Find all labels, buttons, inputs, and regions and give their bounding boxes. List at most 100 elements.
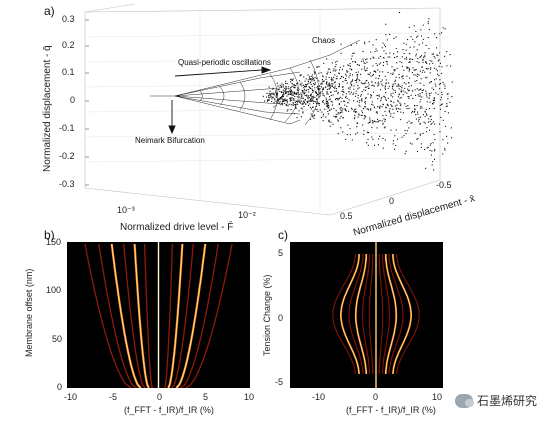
- scatter-point: [319, 91, 321, 93]
- scatter-point: [363, 62, 365, 64]
- scatter-point: [363, 115, 365, 117]
- scatter-point: [437, 93, 439, 95]
- scatter-point: [367, 93, 369, 95]
- scatter-point: [422, 38, 424, 40]
- scatter-point: [446, 65, 448, 67]
- scatter-point: [293, 86, 295, 88]
- scatter-point: [319, 85, 321, 87]
- scatter-point: [307, 101, 309, 103]
- scatter-point: [273, 102, 275, 104]
- scatter-point: [275, 96, 277, 98]
- scatter-point: [408, 89, 410, 91]
- scatter-point: [373, 120, 375, 122]
- scatter-point: [430, 68, 432, 70]
- scatter-point: [390, 95, 392, 97]
- scatter-point: [290, 81, 292, 83]
- scatter-point: [281, 85, 283, 87]
- scatter-point: [322, 75, 324, 77]
- scatter-point: [275, 89, 277, 91]
- scatter-point: [441, 94, 443, 96]
- scatter-point: [407, 67, 409, 69]
- scatter-point: [329, 109, 331, 111]
- scatter-point: [434, 79, 436, 81]
- scatter-point: [391, 85, 393, 87]
- scatter-point: [425, 92, 427, 94]
- scatter-point: [279, 86, 281, 88]
- scatter-point: [289, 93, 291, 95]
- scatter-point: [426, 147, 428, 149]
- scatter-point: [411, 122, 413, 124]
- scatter-point: [382, 71, 384, 73]
- scatter-point: [375, 77, 377, 79]
- scatter-point: [395, 91, 397, 93]
- scatter-point: [382, 123, 384, 125]
- scatter-point: [447, 112, 449, 114]
- scatter-point: [364, 116, 366, 118]
- scatter-point: [308, 91, 310, 93]
- scatter-point: [376, 111, 378, 113]
- scatter-point: [282, 95, 284, 97]
- scatter-point: [299, 101, 301, 103]
- scatter-point: [371, 85, 373, 87]
- scatter-point: [304, 85, 306, 87]
- scatter-point: [358, 104, 360, 106]
- scatter-point: [380, 62, 382, 64]
- panel-a-y-tick: -0.3: [59, 179, 75, 189]
- scatter-point: [368, 109, 370, 111]
- scatter-point: [389, 33, 391, 35]
- scatter-point: [338, 103, 340, 105]
- scatter-point: [406, 92, 408, 94]
- scatter-point: [346, 71, 348, 73]
- scatter-point: [306, 94, 308, 96]
- scatter-point: [394, 81, 396, 83]
- scatter-point: [335, 78, 337, 80]
- scatter-point: [340, 43, 342, 45]
- scatter-point: [378, 84, 380, 86]
- scatter-point: [417, 58, 419, 60]
- scatter-point: [442, 153, 444, 155]
- scatter-point: [286, 110, 288, 112]
- scatter-point: [336, 75, 338, 77]
- scatter-point: [331, 101, 333, 103]
- scatter-point: [412, 38, 414, 40]
- scatter-point: [355, 133, 357, 135]
- scatter-point: [419, 134, 421, 136]
- scatter-point: [361, 100, 363, 102]
- scatter-point: [360, 60, 362, 62]
- scatter-point: [290, 99, 292, 101]
- scatter-point: [424, 116, 426, 118]
- scatter-point: [420, 116, 422, 118]
- scatter-point: [417, 35, 419, 37]
- scatter-point: [434, 149, 436, 151]
- scatter-point: [401, 56, 403, 58]
- scatter-point: [449, 101, 451, 103]
- scatter-point: [351, 55, 353, 57]
- scatter-point: [267, 100, 269, 102]
- scatter-point: [410, 58, 412, 60]
- scatter-point: [337, 119, 339, 121]
- scatter-point: [407, 39, 409, 41]
- scatter-point: [431, 122, 433, 124]
- scatter-point: [422, 61, 424, 63]
- scatter-point: [418, 119, 420, 121]
- scatter-point: [364, 106, 366, 108]
- scatter-point: [340, 127, 342, 129]
- scatter-point: [310, 79, 312, 81]
- scatter-point: [290, 78, 292, 80]
- scatter-point: [403, 135, 405, 137]
- scatter-point: [376, 127, 378, 129]
- scatter-point: [381, 96, 383, 98]
- scatter-point: [358, 87, 360, 89]
- scatter-point: [420, 143, 422, 145]
- scatter-point: [451, 137, 453, 139]
- scatter-point: [426, 114, 428, 116]
- panel-a-z-tick: 0: [389, 196, 395, 206]
- scatter-point: [329, 88, 331, 90]
- scatter-point: [282, 93, 284, 95]
- scatter-point: [331, 80, 333, 82]
- scatter-point: [357, 97, 359, 99]
- scatter-point: [398, 88, 400, 90]
- panel-c-y-tick: 0: [278, 313, 284, 323]
- scatter-point: [361, 91, 363, 93]
- scatter-point: [297, 103, 299, 105]
